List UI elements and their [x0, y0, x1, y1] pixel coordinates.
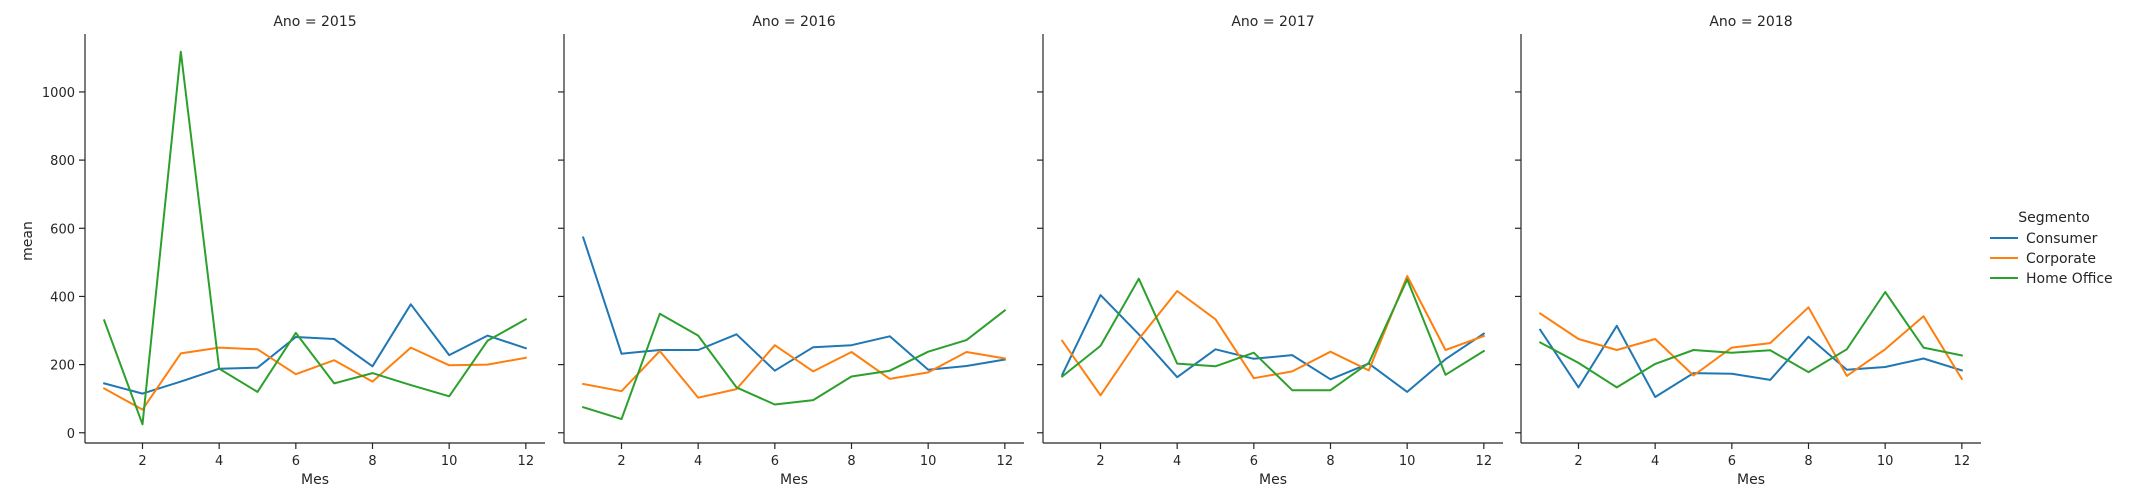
y-tick-label: 800 [50, 154, 75, 169]
x-axis-label: Mes [780, 472, 808, 488]
x-tick-label: 4 [215, 454, 223, 469]
panel-title: Ano = 2018 [1709, 14, 1792, 30]
y-tick-label: 600 [50, 222, 75, 237]
y-tick-label: 0 [67, 427, 75, 442]
x-tick-label: 2 [617, 454, 625, 469]
x-tick-label: 4 [694, 454, 702, 469]
y-axis-label: mean [20, 221, 36, 261]
x-tick-label: 6 [771, 454, 779, 469]
panel-title: Ano = 2016 [752, 14, 835, 30]
x-tick-label: 8 [1326, 454, 1334, 469]
series-line [1060, 277, 1486, 392]
legend-label: Consumer [2026, 231, 2098, 247]
x-tick-label: 8 [368, 454, 376, 469]
x-tick-label: 4 [1173, 454, 1181, 469]
x-tick-label: 12 [518, 454, 535, 469]
x-tick-label: 2 [1096, 454, 1104, 469]
x-tick-label: 6 [1728, 454, 1736, 469]
legend-label: Home Office [2026, 271, 2113, 287]
x-tick-label: 10 [1399, 454, 1416, 469]
x-tick-label: 10 [441, 454, 458, 469]
panel: Ano = 2016 2 4 6 8 10 12 Mes [558, 14, 1024, 488]
legend-item: Consumer [1990, 231, 2098, 247]
y-tick-label: 1000 [42, 86, 75, 101]
x-tick-label: 10 [920, 454, 937, 469]
x-axis-label: Mes [1737, 472, 1765, 488]
series-line [1538, 306, 1964, 381]
x-tick-label: 6 [1250, 454, 1258, 469]
legend-label: Corporate [2026, 251, 2096, 267]
x-tick-label: 8 [1804, 454, 1812, 469]
series-line [1538, 324, 1964, 398]
series-line [102, 50, 528, 426]
x-tick-label: 12 [1954, 454, 1971, 469]
panel: Ano = 2017 2 4 6 8 10 12 Mes [1037, 14, 1503, 488]
series-line [581, 308, 1007, 421]
series-line [582, 344, 1006, 399]
series-line [1538, 291, 1963, 389]
x-tick-label: 10 [1877, 454, 1894, 469]
x-tick-label: 12 [1476, 454, 1493, 469]
series-line [102, 346, 527, 411]
panel-title: Ano = 2017 [1231, 14, 1314, 30]
x-tick-label: 2 [138, 454, 146, 469]
panel: Ano = 2015 0 200 400 600 800 1000 2 4 6 8 10 12 Mes [42, 14, 545, 488]
legend-item: Corporate [1990, 251, 2096, 267]
x-tick-label: 6 [292, 454, 300, 469]
legend-title: Segmento [2018, 210, 2090, 226]
x-tick-label: 2 [1574, 454, 1582, 469]
panel-title: Ano = 2015 [273, 14, 356, 30]
y-tick-label: 200 [50, 359, 75, 374]
series-line [1060, 294, 1486, 393]
x-axis-label: Mes [301, 472, 329, 488]
legend-item: Home Office [1990, 271, 2113, 287]
y-tick-label: 400 [50, 290, 75, 305]
x-tick-label: 8 [847, 454, 855, 469]
series-line [1060, 275, 1486, 397]
x-tick-label: 4 [1651, 454, 1659, 469]
x-tick-label: 12 [997, 454, 1014, 469]
panel: Ano = 2018 2 4 6 8 10 12 Mes [1515, 14, 1981, 488]
legend: Segmento Consumer Corporate Home Office [1990, 210, 2113, 287]
x-axis-label: Mes [1259, 472, 1287, 488]
series-line [102, 303, 528, 395]
